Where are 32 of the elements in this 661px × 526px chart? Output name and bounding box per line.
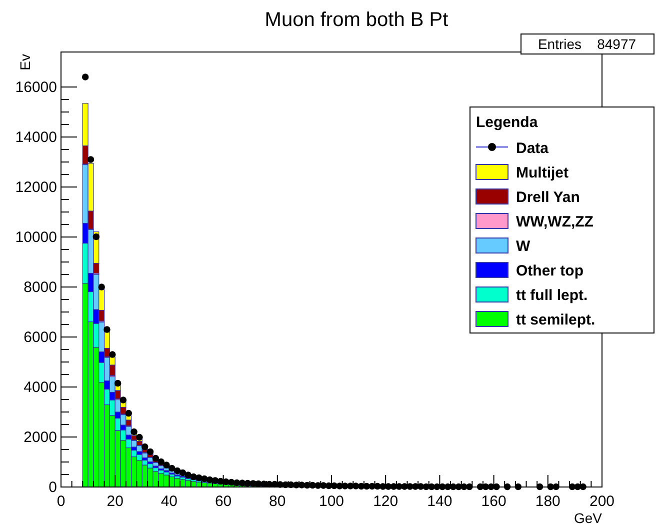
x-tick-label: 80 (269, 493, 286, 510)
legend-label: Other top (516, 262, 584, 280)
y-tick-label: 16000 (15, 79, 57, 96)
chart-title: Muon from both B Pt (264, 9, 449, 31)
x-tick-label: 100 (318, 493, 344, 510)
legend-label: tt semilept. (516, 312, 596, 328)
legend-label: Multijet (516, 164, 568, 182)
y-tick-label: 12000 (15, 179, 57, 196)
legend-label: tt full lept. (516, 287, 588, 304)
x-axis-title: GeV (574, 510, 603, 526)
y-tick-label: 0 (48, 479, 57, 496)
y-tick-label: 2000 (24, 429, 57, 446)
x-tick-label: 180 (535, 493, 560, 510)
y-tick-label: 10000 (15, 229, 57, 246)
x-tick-label: 20 (106, 493, 124, 510)
legend-title: Legenda (476, 114, 538, 131)
x-tick-label: 40 (160, 493, 178, 510)
y-tick-label: 6000 (24, 329, 57, 346)
y-axis-title: Ev (17, 54, 33, 70)
y-tick-label: 8000 (24, 279, 57, 296)
legend-label: WW,WZ,ZZ (516, 214, 594, 230)
y-tick-label: 4000 (24, 379, 57, 396)
annotation: Entries 84977 (538, 36, 636, 52)
legend-label: W (516, 238, 531, 255)
x-tick-label: 60 (214, 493, 232, 510)
y-tick-label: 14000 (15, 129, 57, 146)
x-tick-label: 120 (373, 493, 398, 510)
x-tick-label: 200 (589, 493, 615, 510)
legend-label: Drell Yan (516, 189, 580, 206)
legend-label: Data (516, 140, 550, 157)
x-tick-label: 160 (481, 493, 506, 510)
x-tick-label: 140 (427, 493, 452, 510)
